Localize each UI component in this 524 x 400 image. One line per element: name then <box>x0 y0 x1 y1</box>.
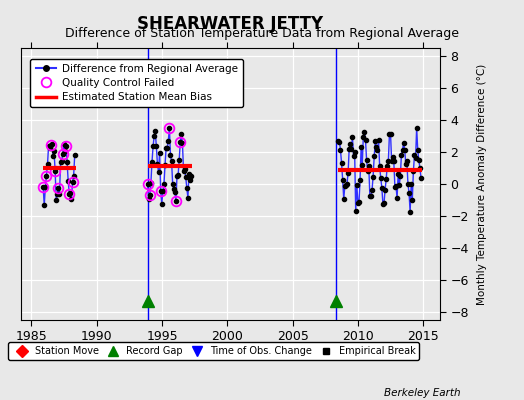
Legend: Station Move, Record Gap, Time of Obs. Change, Empirical Break: Station Move, Record Gap, Time of Obs. C… <box>8 342 419 360</box>
Text: Difference of Station Temperature Data from Regional Average: Difference of Station Temperature Data f… <box>65 28 459 40</box>
Text: Berkeley Earth: Berkeley Earth <box>385 388 461 398</box>
Title: SHEARWATER JETTY: SHEARWATER JETTY <box>137 14 324 32</box>
Y-axis label: Monthly Temperature Anomaly Difference (°C): Monthly Temperature Anomaly Difference (… <box>477 63 487 305</box>
